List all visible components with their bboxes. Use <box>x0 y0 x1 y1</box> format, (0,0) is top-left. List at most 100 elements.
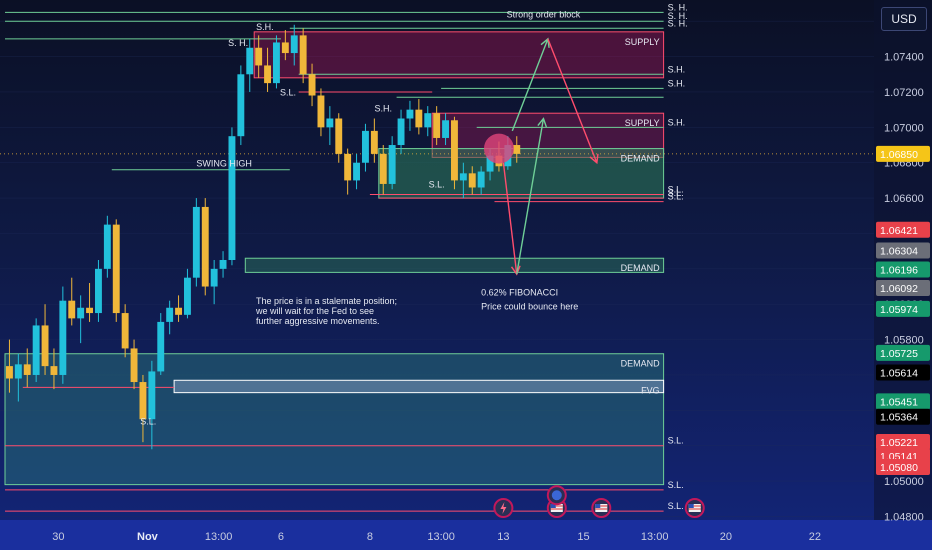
focus-circle-marker <box>483 133 514 164</box>
event-flag-us-icon-glyph <box>595 504 608 512</box>
time-tick-label: 13:00 <box>427 531 455 543</box>
candle-body[interactable] <box>121 313 129 349</box>
candle-body[interactable] <box>201 206 209 287</box>
candle-body[interactable] <box>23 364 31 375</box>
candle-body[interactable] <box>139 382 147 420</box>
price-badge <box>876 242 930 259</box>
candle-body[interactable] <box>299 35 307 75</box>
price-badge <box>876 145 930 162</box>
candle-body[interactable] <box>77 307 85 319</box>
candle-body[interactable] <box>477 171 485 188</box>
level-label: S. H. <box>668 18 688 28</box>
level-label: S.L. <box>668 188 684 198</box>
candle-body[interactable] <box>273 42 280 84</box>
level-label: S.L. <box>668 501 684 511</box>
candle-body[interactable] <box>424 113 432 128</box>
demand-zone-middle-label: DEMAND <box>621 263 661 273</box>
candle-body[interactable] <box>41 325 49 367</box>
demand-zone-upper[interactable] <box>378 148 665 199</box>
price-badge-label: 1.05080 <box>880 462 918 474</box>
candle-body[interactable] <box>68 300 76 319</box>
swing-point-label: S.L. <box>429 179 445 189</box>
candle-body[interactable] <box>32 325 40 375</box>
candle-body[interactable] <box>459 173 467 181</box>
candle-body[interactable] <box>192 206 200 278</box>
candle-body[interactable] <box>397 118 405 146</box>
candle-body[interactable] <box>451 120 458 181</box>
price-tick-label: 1.07000 <box>884 122 924 134</box>
candle-body[interactable] <box>442 120 449 138</box>
candle-body[interactable] <box>103 224 111 269</box>
candle-body[interactable] <box>415 109 423 128</box>
candle-body[interactable] <box>379 153 387 184</box>
price-badge-label: 1.05364 <box>880 412 918 424</box>
candle-body[interactable] <box>14 364 22 379</box>
event-flag-us-icon-canton <box>550 504 556 508</box>
candle-body[interactable] <box>157 321 165 372</box>
candle-body[interactable] <box>290 35 298 54</box>
time-tick-label: 8 <box>367 531 373 543</box>
price-badge <box>876 261 930 278</box>
candle-body[interactable] <box>210 268 218 287</box>
candle-body[interactable] <box>175 307 182 315</box>
candle-body[interactable] <box>86 307 93 314</box>
candle-body[interactable] <box>281 42 289 54</box>
event-flag-us-icon-canton <box>688 504 694 508</box>
price-badge <box>876 393 930 410</box>
swing-high-label: SWING HIGH <box>196 158 252 168</box>
fib-sub-label: Price could bounce here <box>481 302 578 312</box>
candle-body[interactable] <box>112 224 120 314</box>
candle-body[interactable] <box>433 113 441 138</box>
projection-arrow-green-up <box>516 118 545 275</box>
candle-body[interactable] <box>255 47 263 66</box>
price-badge-label: 1.06092 <box>880 283 918 295</box>
time-tick-label: 6 <box>278 531 284 543</box>
candle-body[interactable] <box>148 371 156 420</box>
candle-body[interactable] <box>406 109 414 119</box>
candle-body[interactable] <box>130 348 138 383</box>
price-tick-label: 1.05800 <box>884 335 924 347</box>
time-tick-label: Nov <box>137 531 159 543</box>
candle-body[interactable] <box>184 277 191 315</box>
candle-body[interactable] <box>6 366 13 379</box>
level-label: S. H. <box>668 11 688 21</box>
candle-body[interactable] <box>237 74 245 137</box>
candle-body[interactable] <box>326 118 334 128</box>
price-badge-label: 1.05614 <box>880 367 918 379</box>
demand-zone-middle[interactable] <box>244 257 665 273</box>
candle-body[interactable] <box>50 366 58 375</box>
candle-body[interactable] <box>353 162 360 181</box>
candle-body[interactable] <box>59 300 67 375</box>
candle-body[interactable] <box>246 47 254 75</box>
candle-body[interactable] <box>370 130 378 154</box>
time-tick-label: 30 <box>52 531 64 543</box>
level-label: S.L. <box>668 480 684 490</box>
level-label: S.H. <box>668 78 686 88</box>
currency-selector[interactable]: USD <box>881 7 927 31</box>
candle-body[interactable] <box>228 136 236 260</box>
demand-zone-lower[interactable] <box>4 353 665 486</box>
swing-point-label: S.H. <box>256 22 274 32</box>
candle-body[interactable] <box>219 260 227 269</box>
price-badge-label: 1.05451 <box>880 396 918 408</box>
candle-body[interactable] <box>166 307 174 322</box>
candle-body[interactable] <box>362 130 369 163</box>
candle-body[interactable] <box>264 65 271 84</box>
candle-body[interactable] <box>468 173 476 188</box>
candle-body[interactable] <box>317 95 325 128</box>
candle-body[interactable] <box>308 74 316 96</box>
price-badge <box>876 434 930 450</box>
fvg-zone[interactable] <box>173 379 665 394</box>
candle-body[interactable] <box>388 145 396 184</box>
candle-body[interactable] <box>513 145 521 154</box>
swing-point-label: S. H. <box>228 38 248 48</box>
supply-zone-upper[interactable] <box>253 31 665 79</box>
candle-body[interactable] <box>335 118 343 154</box>
candle-body[interactable] <box>486 155 494 172</box>
candle-body[interactable] <box>95 268 102 314</box>
candle-body[interactable] <box>344 153 352 181</box>
projection-arrow-green-up-head <box>537 117 548 128</box>
level-label: S.L. <box>668 185 684 195</box>
